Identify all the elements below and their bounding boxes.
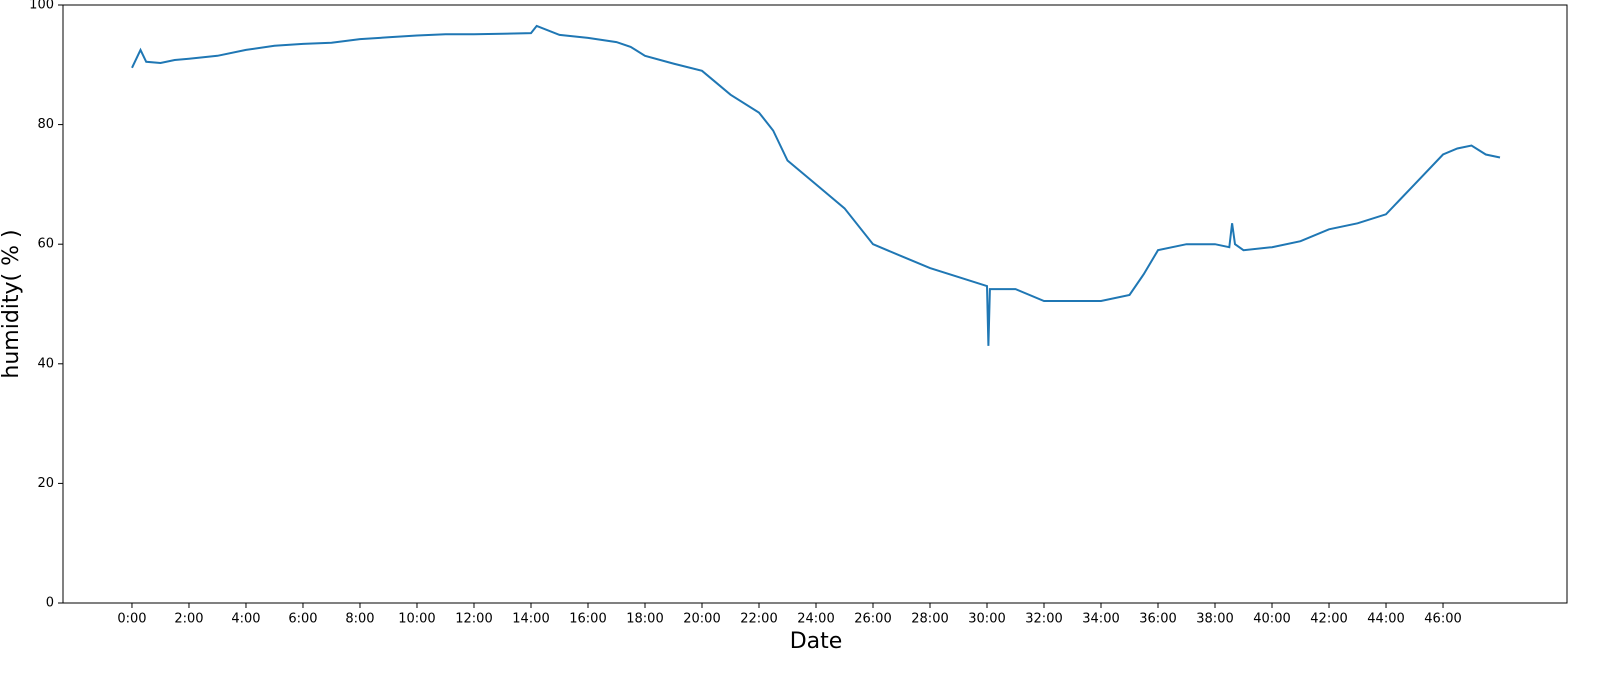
x-tick-label: 26:00 <box>854 612 891 627</box>
y-tick-label: 20 <box>37 476 54 491</box>
x-tick-label: 4:00 <box>231 612 260 627</box>
x-tick-label: 6:00 <box>288 612 317 627</box>
x-tick-label: 22:00 <box>740 612 777 627</box>
x-tick-label: 34:00 <box>1082 612 1119 627</box>
x-tick-label: 18:00 <box>626 612 663 627</box>
x-tick-label: 42:00 <box>1310 612 1347 627</box>
x-tick-label: 8:00 <box>345 612 374 627</box>
x-axis-label: Date <box>790 629 843 654</box>
y-tick-label: 80 <box>37 117 54 132</box>
x-tick-label: 40:00 <box>1253 612 1290 627</box>
x-tick-label: 24:00 <box>797 612 834 627</box>
x-tick-label: 0:00 <box>117 612 146 627</box>
x-tick-label: 32:00 <box>1025 612 1062 627</box>
x-tick-label: 46:00 <box>1424 612 1461 627</box>
x-tick-label: 16:00 <box>569 612 606 627</box>
y-tick-label: 100 <box>29 0 54 13</box>
data-line <box>131 24 1501 346</box>
x-tick-label: 2:00 <box>174 612 203 627</box>
x-tick-label: 12:00 <box>455 612 492 627</box>
x-tick-label: 30:00 <box>968 612 1005 627</box>
y-tick-label: 60 <box>37 237 54 252</box>
y-axis-label: humidity( % ) <box>0 229 24 378</box>
y-tick-label: 40 <box>37 356 54 371</box>
y-tick-label: 0 <box>46 596 54 611</box>
x-tick-label: 14:00 <box>512 612 549 627</box>
x-tick-label: 44:00 <box>1367 612 1404 627</box>
x-tick-label: 38:00 <box>1196 612 1233 627</box>
plot-frame <box>62 4 1568 604</box>
x-tick-label: 28:00 <box>911 612 948 627</box>
x-tick-label: 36:00 <box>1139 612 1176 627</box>
x-tick-label: 20:00 <box>683 612 720 627</box>
x-tick-label: 10:00 <box>398 612 435 627</box>
